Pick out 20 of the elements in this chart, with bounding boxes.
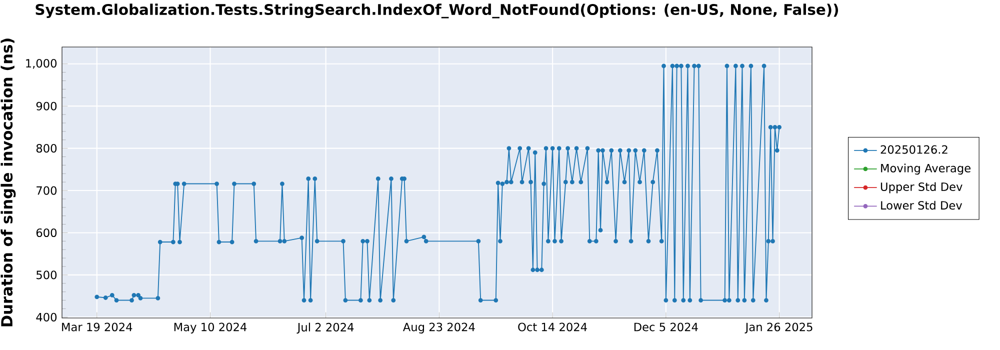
x-tick-label: Jul 2 2024 xyxy=(296,322,354,334)
x-tick-label: Aug 23 2024 xyxy=(402,322,475,334)
y-tick-label: 600 xyxy=(36,228,57,238)
y-tick-label: 1,000 xyxy=(26,59,57,69)
x-tick-label: May 10 2024 xyxy=(174,322,247,334)
y-tick-label: 800 xyxy=(36,144,57,153)
chart-title: System.Globalization.Tests.StringSearch.IndexOf_Word_NotFound(Options: (en-US, None, False)) xyxy=(36,4,838,18)
x-tick-label: Jan 26 2025 xyxy=(744,322,812,334)
y-tick-label: 900 xyxy=(36,102,57,110)
y-tick-label: 500 xyxy=(36,270,57,280)
legend-label: Upper Std Dev xyxy=(880,182,962,194)
legend-label: Lower Std Dev xyxy=(881,200,962,210)
legend-label: Moving Average xyxy=(881,164,970,175)
x-tick-label: Mar 19 2024 xyxy=(62,322,132,332)
y-tick-label: 700 xyxy=(36,186,57,195)
x-tick-label: Dec 5 2024 xyxy=(634,322,698,332)
y-axis-title: Duration of single invocation (ns) xyxy=(0,38,16,326)
legend-label: 20250126.2 xyxy=(880,145,948,154)
x-tick-label: Oct 14 2024 xyxy=(518,322,587,332)
y-tick-label: 400 xyxy=(36,312,57,322)
